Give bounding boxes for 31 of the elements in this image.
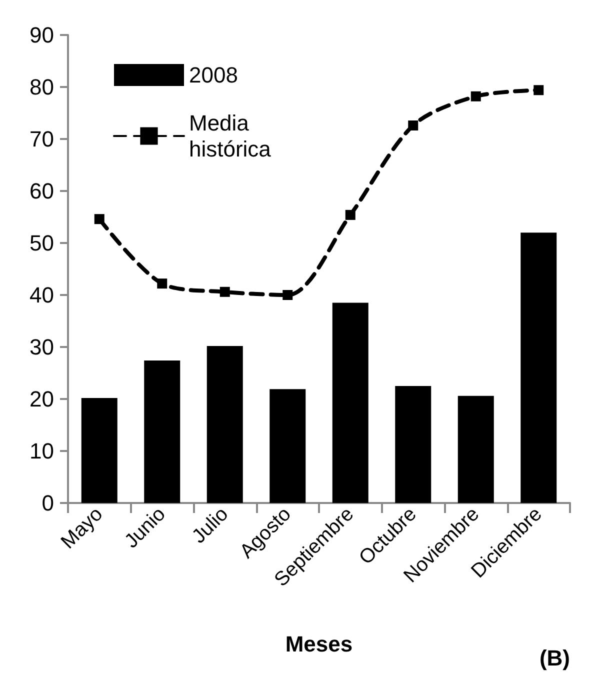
point <box>534 85 544 96</box>
legend-label: Media histórica <box>189 110 272 162</box>
bar <box>270 389 306 503</box>
y-tick-label: 10 <box>30 438 54 464</box>
bar <box>520 232 557 503</box>
x-tick-label: Julio <box>188 503 233 548</box>
legend-label: 2008 <box>189 62 238 88</box>
point <box>345 210 356 220</box>
x-axis-title: Meses <box>285 632 353 656</box>
y-tick-label: 50 <box>30 230 54 256</box>
point <box>282 290 293 300</box>
bar <box>144 360 180 503</box>
y-tick-label: 70 <box>30 126 54 152</box>
point <box>220 286 230 297</box>
point <box>157 278 168 289</box>
y-tick-label: 30 <box>30 334 54 360</box>
y-tick-label: 60 <box>30 178 54 204</box>
point <box>94 214 104 224</box>
bar <box>395 386 432 503</box>
bar <box>206 346 243 503</box>
point <box>470 91 481 102</box>
y-tick-label: 0 <box>42 490 54 516</box>
y-tick-label: 90 <box>30 22 54 48</box>
bar <box>458 396 494 503</box>
y-tick-label: 40 <box>30 282 54 308</box>
bar <box>332 302 368 503</box>
y-tick-label: 80 <box>30 74 54 100</box>
y-tick-label: 20 <box>30 386 54 412</box>
text: (B) <box>539 646 570 670</box>
point <box>408 120 418 130</box>
bar <box>81 398 118 503</box>
